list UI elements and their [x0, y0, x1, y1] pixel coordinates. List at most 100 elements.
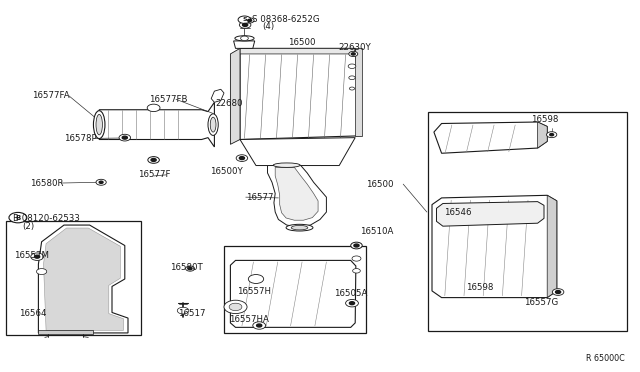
Ellipse shape	[291, 225, 308, 230]
Text: 16557G: 16557G	[524, 298, 558, 307]
Text: 16564: 16564	[19, 309, 47, 318]
Polygon shape	[211, 89, 224, 102]
Polygon shape	[538, 122, 547, 148]
Circle shape	[354, 244, 359, 247]
Circle shape	[353, 269, 360, 273]
Circle shape	[552, 289, 564, 295]
Circle shape	[556, 291, 561, 294]
Text: 16577F: 16577F	[138, 170, 170, 179]
Text: S 08368-6252G: S 08368-6252G	[252, 15, 319, 24]
Circle shape	[147, 104, 160, 112]
Ellipse shape	[208, 114, 218, 135]
Circle shape	[550, 134, 554, 136]
Text: 16500: 16500	[366, 180, 394, 189]
Ellipse shape	[273, 163, 300, 167]
Text: 16557M: 16557M	[14, 251, 49, 260]
Circle shape	[31, 253, 44, 260]
Text: 16577FA: 16577FA	[32, 92, 70, 100]
Circle shape	[177, 307, 189, 314]
Polygon shape	[355, 48, 362, 136]
Circle shape	[35, 255, 40, 258]
Polygon shape	[432, 195, 557, 298]
Circle shape	[245, 18, 254, 23]
Polygon shape	[240, 138, 355, 166]
Circle shape	[348, 64, 356, 68]
Circle shape	[351, 242, 362, 249]
Circle shape	[99, 181, 103, 183]
Text: 16557H: 16557H	[237, 287, 271, 296]
Bar	[6, 221, 141, 335]
Circle shape	[239, 157, 244, 160]
Ellipse shape	[210, 117, 216, 132]
Polygon shape	[230, 260, 356, 327]
Polygon shape	[268, 166, 326, 227]
Text: 16505A: 16505A	[334, 289, 367, 298]
Text: 16546: 16546	[444, 208, 472, 217]
Circle shape	[122, 136, 127, 139]
Circle shape	[151, 158, 156, 161]
Text: 16510A: 16510A	[360, 227, 393, 236]
Polygon shape	[234, 41, 255, 48]
Text: 16580T: 16580T	[170, 263, 202, 272]
Ellipse shape	[96, 115, 102, 135]
Text: 16598: 16598	[531, 115, 559, 124]
Circle shape	[257, 324, 262, 327]
Circle shape	[224, 300, 247, 314]
Text: S: S	[242, 17, 247, 22]
Text: 22630Y: 22630Y	[338, 43, 371, 52]
Circle shape	[248, 19, 252, 22]
Circle shape	[236, 155, 248, 161]
Bar	[428, 112, 627, 331]
Bar	[224, 246, 366, 333]
Text: (4): (4)	[262, 22, 275, 31]
Ellipse shape	[286, 224, 313, 231]
Circle shape	[96, 179, 106, 185]
Circle shape	[346, 299, 358, 307]
Text: B: B	[15, 215, 20, 221]
Text: 16500Y: 16500Y	[210, 167, 243, 176]
Circle shape	[9, 212, 27, 223]
Circle shape	[119, 134, 131, 141]
Polygon shape	[434, 122, 547, 153]
Polygon shape	[38, 225, 128, 333]
Polygon shape	[240, 48, 355, 54]
Text: (2): (2)	[22, 222, 35, 231]
Circle shape	[349, 87, 355, 90]
Text: 16577: 16577	[246, 193, 273, 202]
Ellipse shape	[93, 111, 105, 139]
Text: B 08120-62533: B 08120-62533	[13, 214, 79, 223]
Circle shape	[349, 76, 355, 80]
Polygon shape	[38, 330, 93, 334]
Polygon shape	[547, 195, 557, 298]
Circle shape	[351, 53, 355, 55]
Text: 16580R: 16580R	[30, 179, 63, 187]
Circle shape	[186, 266, 195, 271]
Polygon shape	[44, 228, 124, 330]
Circle shape	[253, 322, 266, 329]
Polygon shape	[436, 202, 544, 226]
Circle shape	[243, 23, 248, 26]
Polygon shape	[240, 48, 362, 140]
Text: 16578P: 16578P	[64, 134, 97, 143]
Circle shape	[241, 36, 248, 41]
Circle shape	[248, 275, 264, 283]
Circle shape	[229, 303, 242, 311]
Polygon shape	[275, 167, 318, 220]
Text: 16517: 16517	[178, 309, 205, 318]
Circle shape	[547, 132, 557, 138]
Polygon shape	[99, 102, 214, 147]
Text: 16577FB: 16577FB	[149, 95, 188, 104]
Ellipse shape	[235, 36, 254, 41]
Polygon shape	[230, 48, 240, 144]
Text: 16557HA: 16557HA	[229, 315, 269, 324]
Circle shape	[349, 51, 358, 57]
Text: 16500: 16500	[288, 38, 316, 47]
Text: R 65000C: R 65000C	[586, 354, 625, 363]
Circle shape	[352, 256, 361, 261]
Circle shape	[238, 16, 251, 23]
Circle shape	[239, 22, 251, 28]
Text: 22680: 22680	[215, 99, 243, 108]
Circle shape	[349, 302, 355, 305]
Circle shape	[36, 269, 47, 275]
Text: 16598: 16598	[466, 283, 493, 292]
